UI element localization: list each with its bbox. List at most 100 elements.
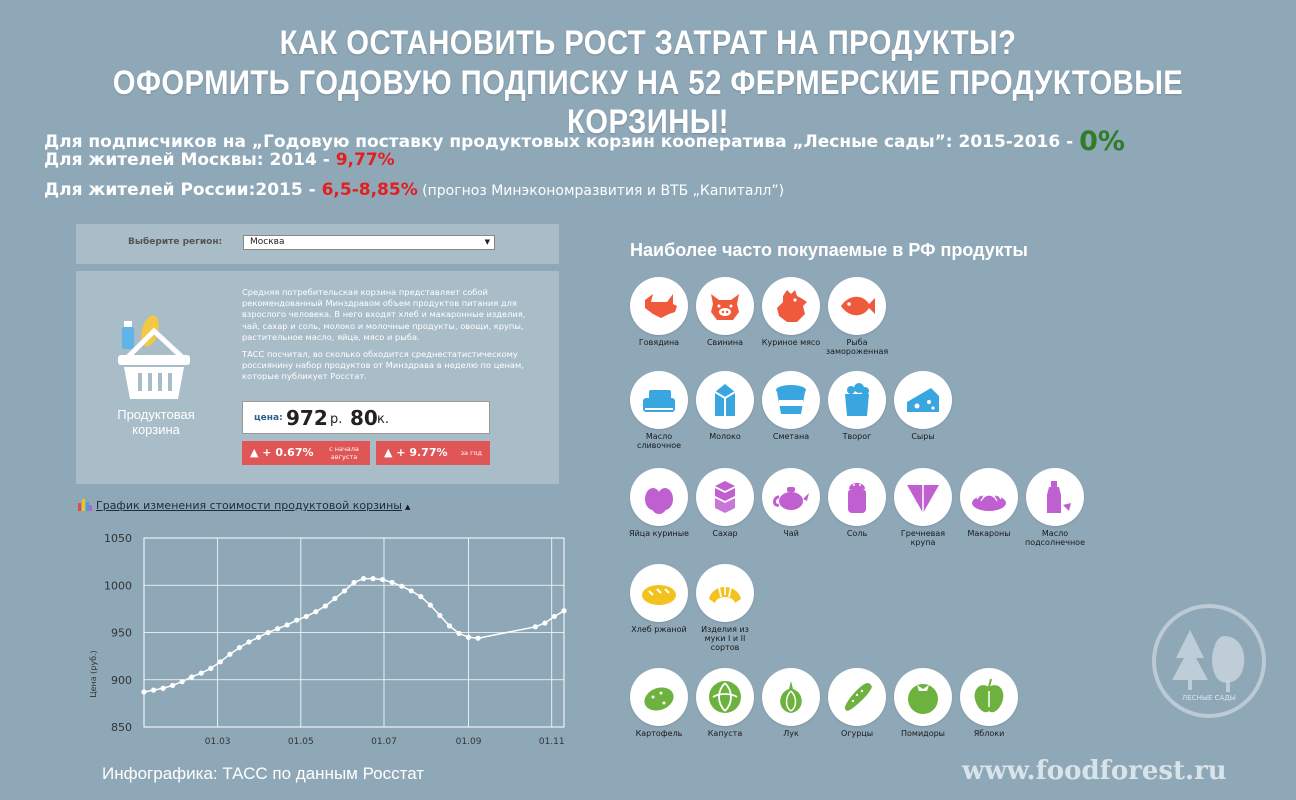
product-item: Капуста bbox=[692, 668, 758, 738]
product-item: Творог bbox=[824, 371, 890, 441]
chart-point bbox=[189, 674, 195, 680]
chart-point bbox=[551, 613, 558, 620]
chart-point bbox=[236, 645, 243, 651]
chart-point bbox=[284, 622, 290, 628]
chart-y-tick-label: 950 bbox=[111, 627, 132, 640]
rye-bread-icon bbox=[642, 585, 676, 605]
product-item: Хлеб ржаной bbox=[626, 564, 692, 634]
product-icon-circle bbox=[828, 668, 886, 726]
change-year-badge: ▲ + 9.77% за год bbox=[376, 441, 490, 465]
salt-icon bbox=[848, 483, 866, 513]
product-label: Изделия из муки I и II сортов bbox=[701, 625, 749, 652]
onion-icon bbox=[780, 681, 802, 713]
chart-point bbox=[160, 685, 166, 691]
product-label: Масло подсолнечное bbox=[1025, 529, 1085, 547]
chart-point bbox=[265, 629, 271, 636]
product-label: Сыры bbox=[911, 432, 935, 441]
chart-points bbox=[141, 576, 567, 695]
chart-point bbox=[332, 595, 338, 602]
stat-russia: Для жителей России:2015 - 6,5-8,85% (про… bbox=[44, 180, 784, 200]
stat-moscow: Для жителей Москвы: 2014 - 9,77% bbox=[44, 150, 395, 170]
stat-russia-note: (прогноз Минэкономразвития и ВТБ „Капита… bbox=[417, 183, 785, 199]
change-since-august-value: ▲ + 0.67% bbox=[250, 446, 314, 459]
cheese-icon bbox=[907, 388, 939, 412]
site-url[interactable]: www.foodforest.ru bbox=[962, 756, 1227, 786]
stat-moscow-text: Для жителей Москвы: 2014 - bbox=[44, 150, 336, 170]
chart-point bbox=[341, 588, 348, 594]
oil-bottle-icon bbox=[1047, 481, 1071, 513]
chart-point bbox=[313, 609, 319, 615]
chart-point bbox=[208, 665, 214, 672]
basket-description: Средняя потребительская корзина представ… bbox=[242, 287, 542, 389]
headline-question: КАК ОСТАНОВИТЬ РОСТ ЗАТРАТ НА ПРОДУКТЫ? bbox=[279, 24, 1017, 62]
apple-icon bbox=[974, 678, 1004, 713]
chart-point bbox=[360, 576, 367, 582]
croissant-icon bbox=[709, 585, 741, 603]
chart-point bbox=[446, 623, 453, 629]
chart-grid bbox=[144, 537, 564, 728]
product-item: Свинина bbox=[692, 277, 758, 347]
svg-text:ЛЕСНЫЕ САДЫ: ЛЕСНЫЕ САДЫ bbox=[1182, 694, 1236, 702]
product-item: Масло подсолнечное bbox=[1022, 468, 1088, 547]
basket-title: Продуктовая корзина bbox=[117, 407, 195, 437]
product-icon-circle bbox=[630, 277, 688, 335]
product-icon-circle bbox=[894, 668, 952, 726]
product-label: Яйца куриные bbox=[629, 529, 689, 538]
product-label: Помидоры bbox=[901, 729, 945, 738]
caret-up-icon[interactable]: ▲ bbox=[404, 503, 411, 511]
chart-point bbox=[227, 651, 233, 657]
stat-subscribers-text: Для подписчиков на „Годовую поставку про… bbox=[44, 132, 1080, 152]
chart-toggle-link[interactable]: График изменения стоимости продуктовой к… bbox=[96, 499, 402, 512]
product-icon-circle bbox=[696, 564, 754, 622]
price-kopecks-unit: к. bbox=[377, 412, 389, 427]
chart-point bbox=[198, 670, 204, 676]
chart-point bbox=[141, 689, 147, 695]
price-label: цена: bbox=[254, 413, 283, 423]
chart-y-tick-label: 1000 bbox=[104, 579, 132, 592]
products-title: Наиболее часто покупаемые в РФ продукты bbox=[630, 240, 1028, 260]
chart-point bbox=[255, 634, 262, 640]
basket-description-1: Средняя потребительская корзина представ… bbox=[242, 287, 526, 342]
product-item: Сахар bbox=[692, 468, 758, 538]
chart-point bbox=[561, 608, 567, 614]
product-label: Яблоки bbox=[973, 729, 1005, 738]
eggs-icon bbox=[645, 488, 673, 514]
product-icon-circle bbox=[762, 277, 820, 335]
headline-offer: ОФОРМИТЬ ГОДОВУЮ ПОДПИСКУ НА 52 ФЕРМЕРСК… bbox=[112, 64, 1184, 141]
chart-y-ticks: 850 900 950 1000 1050 bbox=[104, 532, 132, 734]
buckwheat-icon bbox=[907, 485, 939, 513]
product-label: Гречневая крупа bbox=[900, 529, 946, 547]
product-icon-circle bbox=[696, 468, 754, 526]
chart-x-tick-label: 01.05 bbox=[288, 737, 314, 747]
product-icon-circle bbox=[828, 277, 886, 335]
chart-point bbox=[532, 624, 538, 630]
chart-point bbox=[380, 576, 386, 583]
chart-y-tick-label: 900 bbox=[111, 674, 132, 687]
product-icon-circle bbox=[762, 668, 820, 726]
product-item: Огурцы bbox=[824, 668, 890, 738]
product-icon-circle bbox=[630, 371, 688, 429]
chart-x-tick-label: 01.11 bbox=[539, 737, 565, 747]
chart-point bbox=[427, 602, 433, 608]
product-label: Молоко bbox=[709, 432, 741, 441]
teapot-icon bbox=[773, 487, 809, 510]
stat-russia-text: Для жителей России:2015 - bbox=[44, 180, 322, 200]
chart-y-tick-label: 1050 bbox=[104, 532, 132, 545]
change-since-august-caption: с начала августа bbox=[329, 445, 359, 461]
price-rubles: 972 bbox=[286, 406, 328, 430]
product-icon-circle bbox=[828, 468, 886, 526]
change-year-caption: за год bbox=[460, 449, 482, 457]
stat-subscribers-value: 0% bbox=[1079, 126, 1125, 157]
product-icon-circle bbox=[894, 371, 952, 429]
cabbage-icon bbox=[709, 681, 741, 713]
region-select[interactable]: Москва ▼ bbox=[243, 235, 495, 250]
product-item: Молоко bbox=[692, 371, 758, 441]
product-icon-circle bbox=[960, 668, 1018, 726]
stat-subscribers: Для подписчиков на „Годовую поставку про… bbox=[44, 126, 1125, 157]
product-item: Помидоры bbox=[890, 668, 956, 738]
source-caption: Инфографика: ТАСС по данным Росстат bbox=[102, 764, 425, 783]
product-label: Сметана bbox=[772, 432, 810, 441]
product-label: Капуста bbox=[707, 729, 743, 738]
chart-point bbox=[351, 579, 357, 586]
chart-x-ticks: 01.03 01.05 01.07 01.09 01.11 bbox=[205, 737, 565, 747]
